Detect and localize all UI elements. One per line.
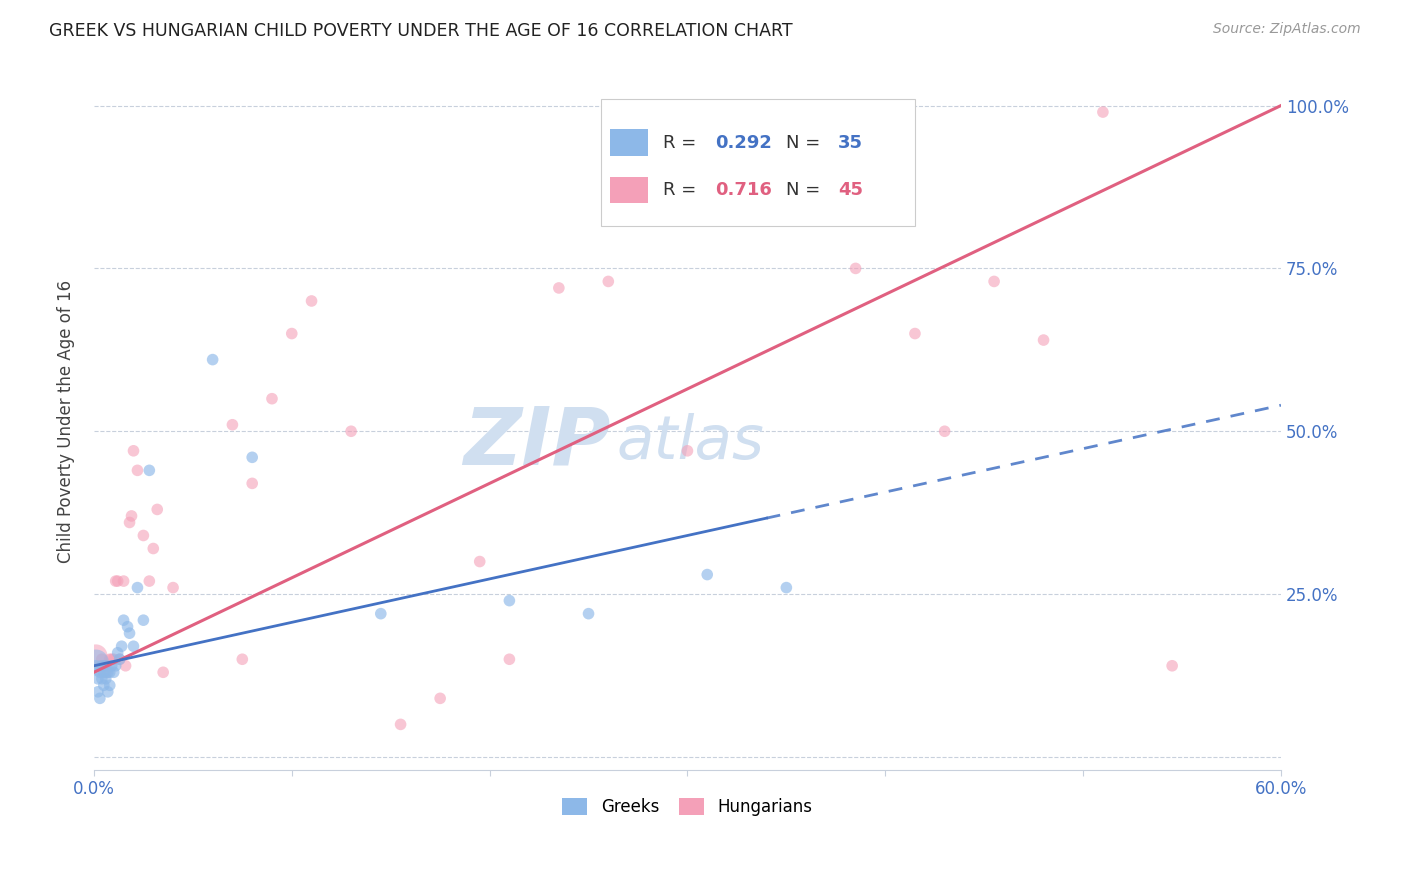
Point <box>84 658 107 673</box>
Point <box>934 424 956 438</box>
Point <box>127 581 149 595</box>
Point <box>94 658 117 673</box>
Point <box>122 639 145 653</box>
Point <box>100 658 122 673</box>
Point <box>132 528 155 542</box>
Point <box>429 691 451 706</box>
Point <box>89 691 111 706</box>
Point <box>94 665 117 680</box>
Text: ZIP: ZIP <box>463 403 610 482</box>
Point <box>231 652 253 666</box>
Point <box>117 620 139 634</box>
Text: N =: N = <box>786 181 825 199</box>
Point <box>97 665 120 680</box>
Text: R =: R = <box>662 181 702 199</box>
Legend: Greeks, Hungarians: Greeks, Hungarians <box>554 789 821 824</box>
Point <box>90 658 112 673</box>
Text: Source: ZipAtlas.com: Source: ZipAtlas.com <box>1213 22 1361 37</box>
Point <box>93 665 115 680</box>
Point <box>983 275 1005 289</box>
Point <box>598 275 620 289</box>
Point <box>547 281 569 295</box>
Point <box>114 658 136 673</box>
Point <box>845 261 868 276</box>
Point <box>370 607 392 621</box>
Text: 0.716: 0.716 <box>714 181 772 199</box>
Point <box>498 593 520 607</box>
FancyBboxPatch shape <box>600 100 915 227</box>
Point <box>221 417 243 432</box>
Point <box>93 678 115 692</box>
Point <box>1091 105 1114 120</box>
Text: GREEK VS HUNGARIAN CHILD POVERTY UNDER THE AGE OF 16 CORRELATION CHART: GREEK VS HUNGARIAN CHILD POVERTY UNDER T… <box>49 22 793 40</box>
Point <box>112 574 135 588</box>
Text: N =: N = <box>786 134 825 152</box>
Point <box>103 665 125 680</box>
Point <box>104 574 127 588</box>
Text: 0.292: 0.292 <box>714 134 772 152</box>
Point <box>260 392 283 406</box>
Text: 45: 45 <box>838 181 863 199</box>
Point <box>1032 333 1054 347</box>
Point <box>87 672 110 686</box>
Point <box>112 613 135 627</box>
Point <box>103 652 125 666</box>
Point <box>98 678 121 692</box>
Point <box>735 202 758 217</box>
Point <box>240 450 263 465</box>
Point <box>578 607 600 621</box>
Point <box>94 672 117 686</box>
Point <box>696 567 718 582</box>
Point <box>676 443 699 458</box>
Point <box>98 665 121 680</box>
Point <box>84 656 107 670</box>
Point <box>904 326 927 341</box>
Point <box>201 352 224 367</box>
Point <box>281 326 304 341</box>
Point <box>468 555 491 569</box>
FancyBboxPatch shape <box>610 177 648 203</box>
Point <box>122 443 145 458</box>
Point <box>90 672 112 686</box>
Point <box>111 639 134 653</box>
Point <box>389 717 412 731</box>
Point <box>89 665 111 680</box>
Text: atlas: atlas <box>616 413 763 472</box>
Point <box>84 648 107 663</box>
Point <box>118 516 141 530</box>
Point <box>138 463 160 477</box>
Point <box>162 581 184 595</box>
Point <box>498 652 520 666</box>
FancyBboxPatch shape <box>610 129 648 156</box>
Point <box>240 476 263 491</box>
Point <box>152 665 174 680</box>
Point <box>97 685 120 699</box>
Point <box>785 196 807 211</box>
Point <box>132 613 155 627</box>
Point <box>89 658 111 673</box>
Y-axis label: Child Poverty Under the Age of 16: Child Poverty Under the Age of 16 <box>58 280 75 563</box>
Point <box>1161 658 1184 673</box>
Point <box>98 652 121 666</box>
Point <box>138 574 160 588</box>
Text: R =: R = <box>662 134 702 152</box>
Point <box>87 685 110 699</box>
Point <box>90 652 112 666</box>
Text: 35: 35 <box>838 134 863 152</box>
Point <box>108 652 131 666</box>
Point <box>100 652 122 666</box>
Point <box>118 626 141 640</box>
Point <box>121 508 143 523</box>
Point <box>104 658 127 673</box>
Point <box>775 581 797 595</box>
Point <box>142 541 165 556</box>
Point <box>127 463 149 477</box>
Point <box>107 646 129 660</box>
Point <box>93 658 115 673</box>
Point <box>108 652 131 666</box>
Point <box>340 424 363 438</box>
Point <box>301 293 323 308</box>
Point <box>146 502 169 516</box>
Point <box>107 574 129 588</box>
